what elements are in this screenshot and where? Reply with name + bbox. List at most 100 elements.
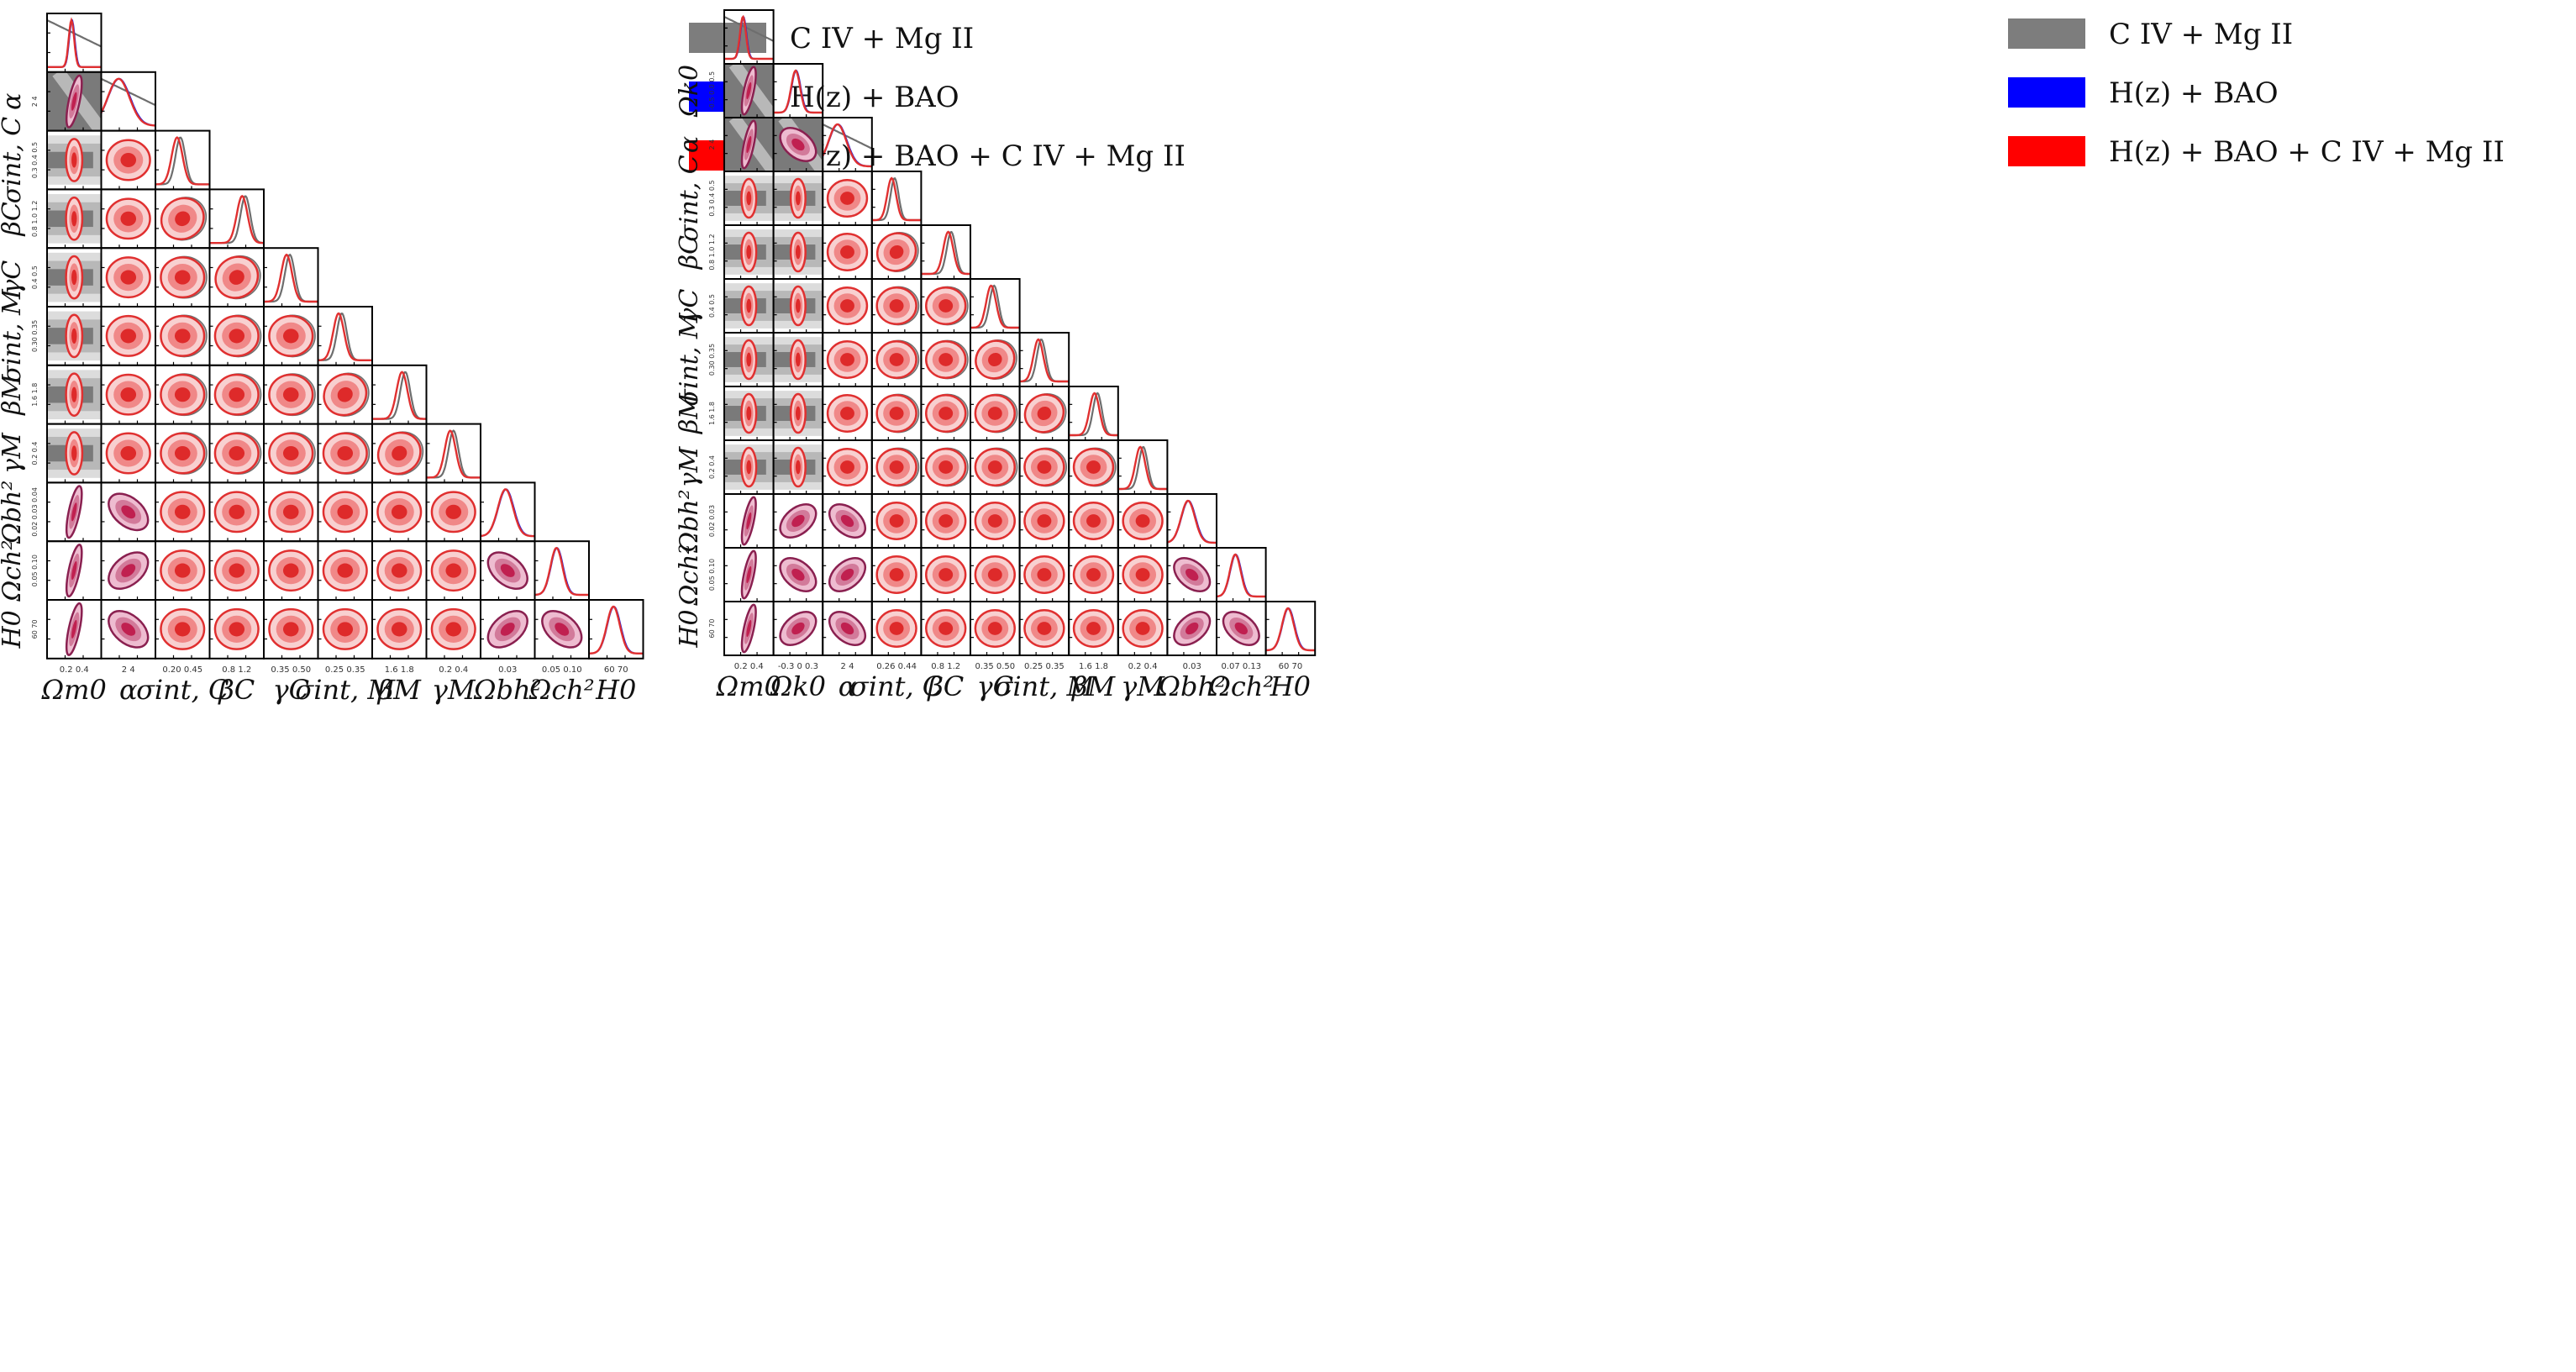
contour-red-inner — [174, 270, 191, 285]
contour-red-inner — [987, 568, 1002, 581]
legend-label: H(z) + BAO + C IV + Mg II — [790, 139, 1185, 173]
contour-red-inner — [987, 460, 1002, 474]
x-tick-label: 2 4 — [841, 662, 854, 671]
contour-red-inner — [174, 329, 191, 344]
y-axis-label: βC — [0, 202, 27, 236]
contour-red-inner — [120, 329, 137, 344]
y-axis-label: σint, C — [675, 155, 704, 242]
contour-red-inner — [1037, 514, 1052, 528]
contour-red-inner — [175, 211, 191, 227]
contour-red-inner — [445, 504, 462, 519]
x-axis-label: Ωm0 — [716, 670, 781, 702]
cell-10-4 — [263, 599, 319, 660]
cell-4-3 — [208, 247, 265, 308]
contour-red-inner — [391, 563, 407, 578]
x-axis-label: γC — [272, 674, 309, 706]
cell-10-10 — [588, 599, 644, 660]
legend-label: H(z) + BAO + C IV + Mg II — [2109, 135, 2505, 169]
x-axis-label: Ωm0 — [41, 674, 107, 706]
cell-3-0 — [723, 171, 775, 226]
y-tick-label: 0.4 0.5 — [708, 294, 716, 318]
posterior-red — [589, 605, 644, 654]
cell-9-9 — [534, 540, 590, 602]
cell-7-1 — [100, 423, 156, 484]
contour-magenta-inner — [121, 623, 136, 636]
contour-red-inner — [746, 191, 752, 206]
cell-9-3 — [870, 493, 923, 549]
x-axis-label: βC — [927, 670, 964, 702]
cell-10-7 — [425, 599, 481, 660]
y-axis-label: βM — [675, 392, 704, 434]
posterior-red — [372, 371, 427, 420]
posterior-gray — [724, 16, 774, 42]
cell-8-3 — [208, 481, 265, 543]
cell-8-0 — [46, 481, 103, 543]
cell-11-4 — [920, 601, 972, 656]
contour-red-inner — [1037, 406, 1052, 421]
cell-11-6 — [1018, 601, 1070, 656]
cell-3-3 — [870, 171, 923, 226]
contour-red-inner — [840, 407, 854, 420]
contour-red-inner — [889, 407, 904, 420]
contour-magenta-inner — [746, 135, 752, 154]
cell-10-5 — [970, 547, 1021, 602]
contour-magenta-inner — [121, 564, 136, 577]
contour-red-inner — [795, 298, 801, 313]
cell-9-2 — [155, 540, 211, 602]
cell-10-3 — [208, 599, 265, 660]
legend-swatch — [689, 23, 766, 53]
cell-9-4 — [263, 540, 319, 602]
cell-9-6 — [371, 540, 428, 602]
cell-7-4 — [920, 386, 972, 441]
y-tick-label: 60 70 — [708, 619, 716, 639]
cell-6-1 — [100, 364, 156, 425]
cell-10-3 — [870, 547, 923, 602]
legend-label: C IV + Mg II — [790, 22, 974, 55]
cell-1-0 — [723, 63, 775, 118]
contour-red-inner — [1086, 514, 1101, 528]
y-tick-label: 0.02 0.03 0.04 — [31, 487, 39, 537]
contour-red-inner — [1135, 622, 1150, 635]
contour-red-inner — [1037, 460, 1052, 474]
cell-4-2 — [155, 247, 211, 308]
contour-magenta-inner — [746, 565, 752, 584]
contour-magenta-inner — [791, 568, 805, 581]
cell-2-1 — [772, 117, 824, 172]
contour-red-inner — [71, 211, 77, 227]
cell-5-2 — [155, 306, 211, 366]
cell-6-2 — [155, 364, 211, 425]
contour-red-inner — [229, 387, 245, 402]
y-axis-label: Ωbh² — [0, 481, 27, 544]
y-tick-label: -0.5 0.0 0.5 — [708, 71, 716, 110]
cell-5-4 — [920, 278, 972, 334]
cell-6-0 — [723, 332, 775, 387]
x-axis-label: σint, M — [295, 674, 396, 706]
contour-red-inner — [889, 460, 904, 474]
x-axis-label: Ωbh² — [1157, 670, 1225, 702]
contour-red-inner — [938, 353, 954, 366]
posterior-red — [1167, 499, 1217, 544]
contour-red-inner — [1037, 622, 1052, 635]
cell-frame — [1264, 601, 1317, 656]
contour-red-inner — [840, 299, 854, 313]
y-axis-label: βC — [675, 235, 704, 270]
x-axis-label: α — [119, 674, 138, 706]
contour-red-inner — [746, 298, 752, 313]
contour-red-inner — [938, 514, 954, 528]
cell-5-5 — [970, 278, 1021, 334]
cell-5-3 — [870, 278, 923, 334]
cell-7-2 — [822, 386, 873, 441]
x-tick-label: -0.3 0 0.3 — [778, 662, 818, 671]
contour-magenta-inner — [500, 623, 515, 636]
contour-red-inner — [337, 504, 354, 519]
y-axis-label: Ωk0 — [675, 65, 704, 118]
posterior-red — [823, 123, 872, 168]
y-axis-label: γC — [675, 289, 704, 323]
cell-6-1 — [772, 332, 824, 387]
cell-6-0 — [46, 364, 103, 425]
contour-red-inner — [889, 568, 904, 581]
contour-red-inner — [746, 406, 752, 421]
y-tick-label: 0.30 0.35 — [708, 344, 716, 376]
